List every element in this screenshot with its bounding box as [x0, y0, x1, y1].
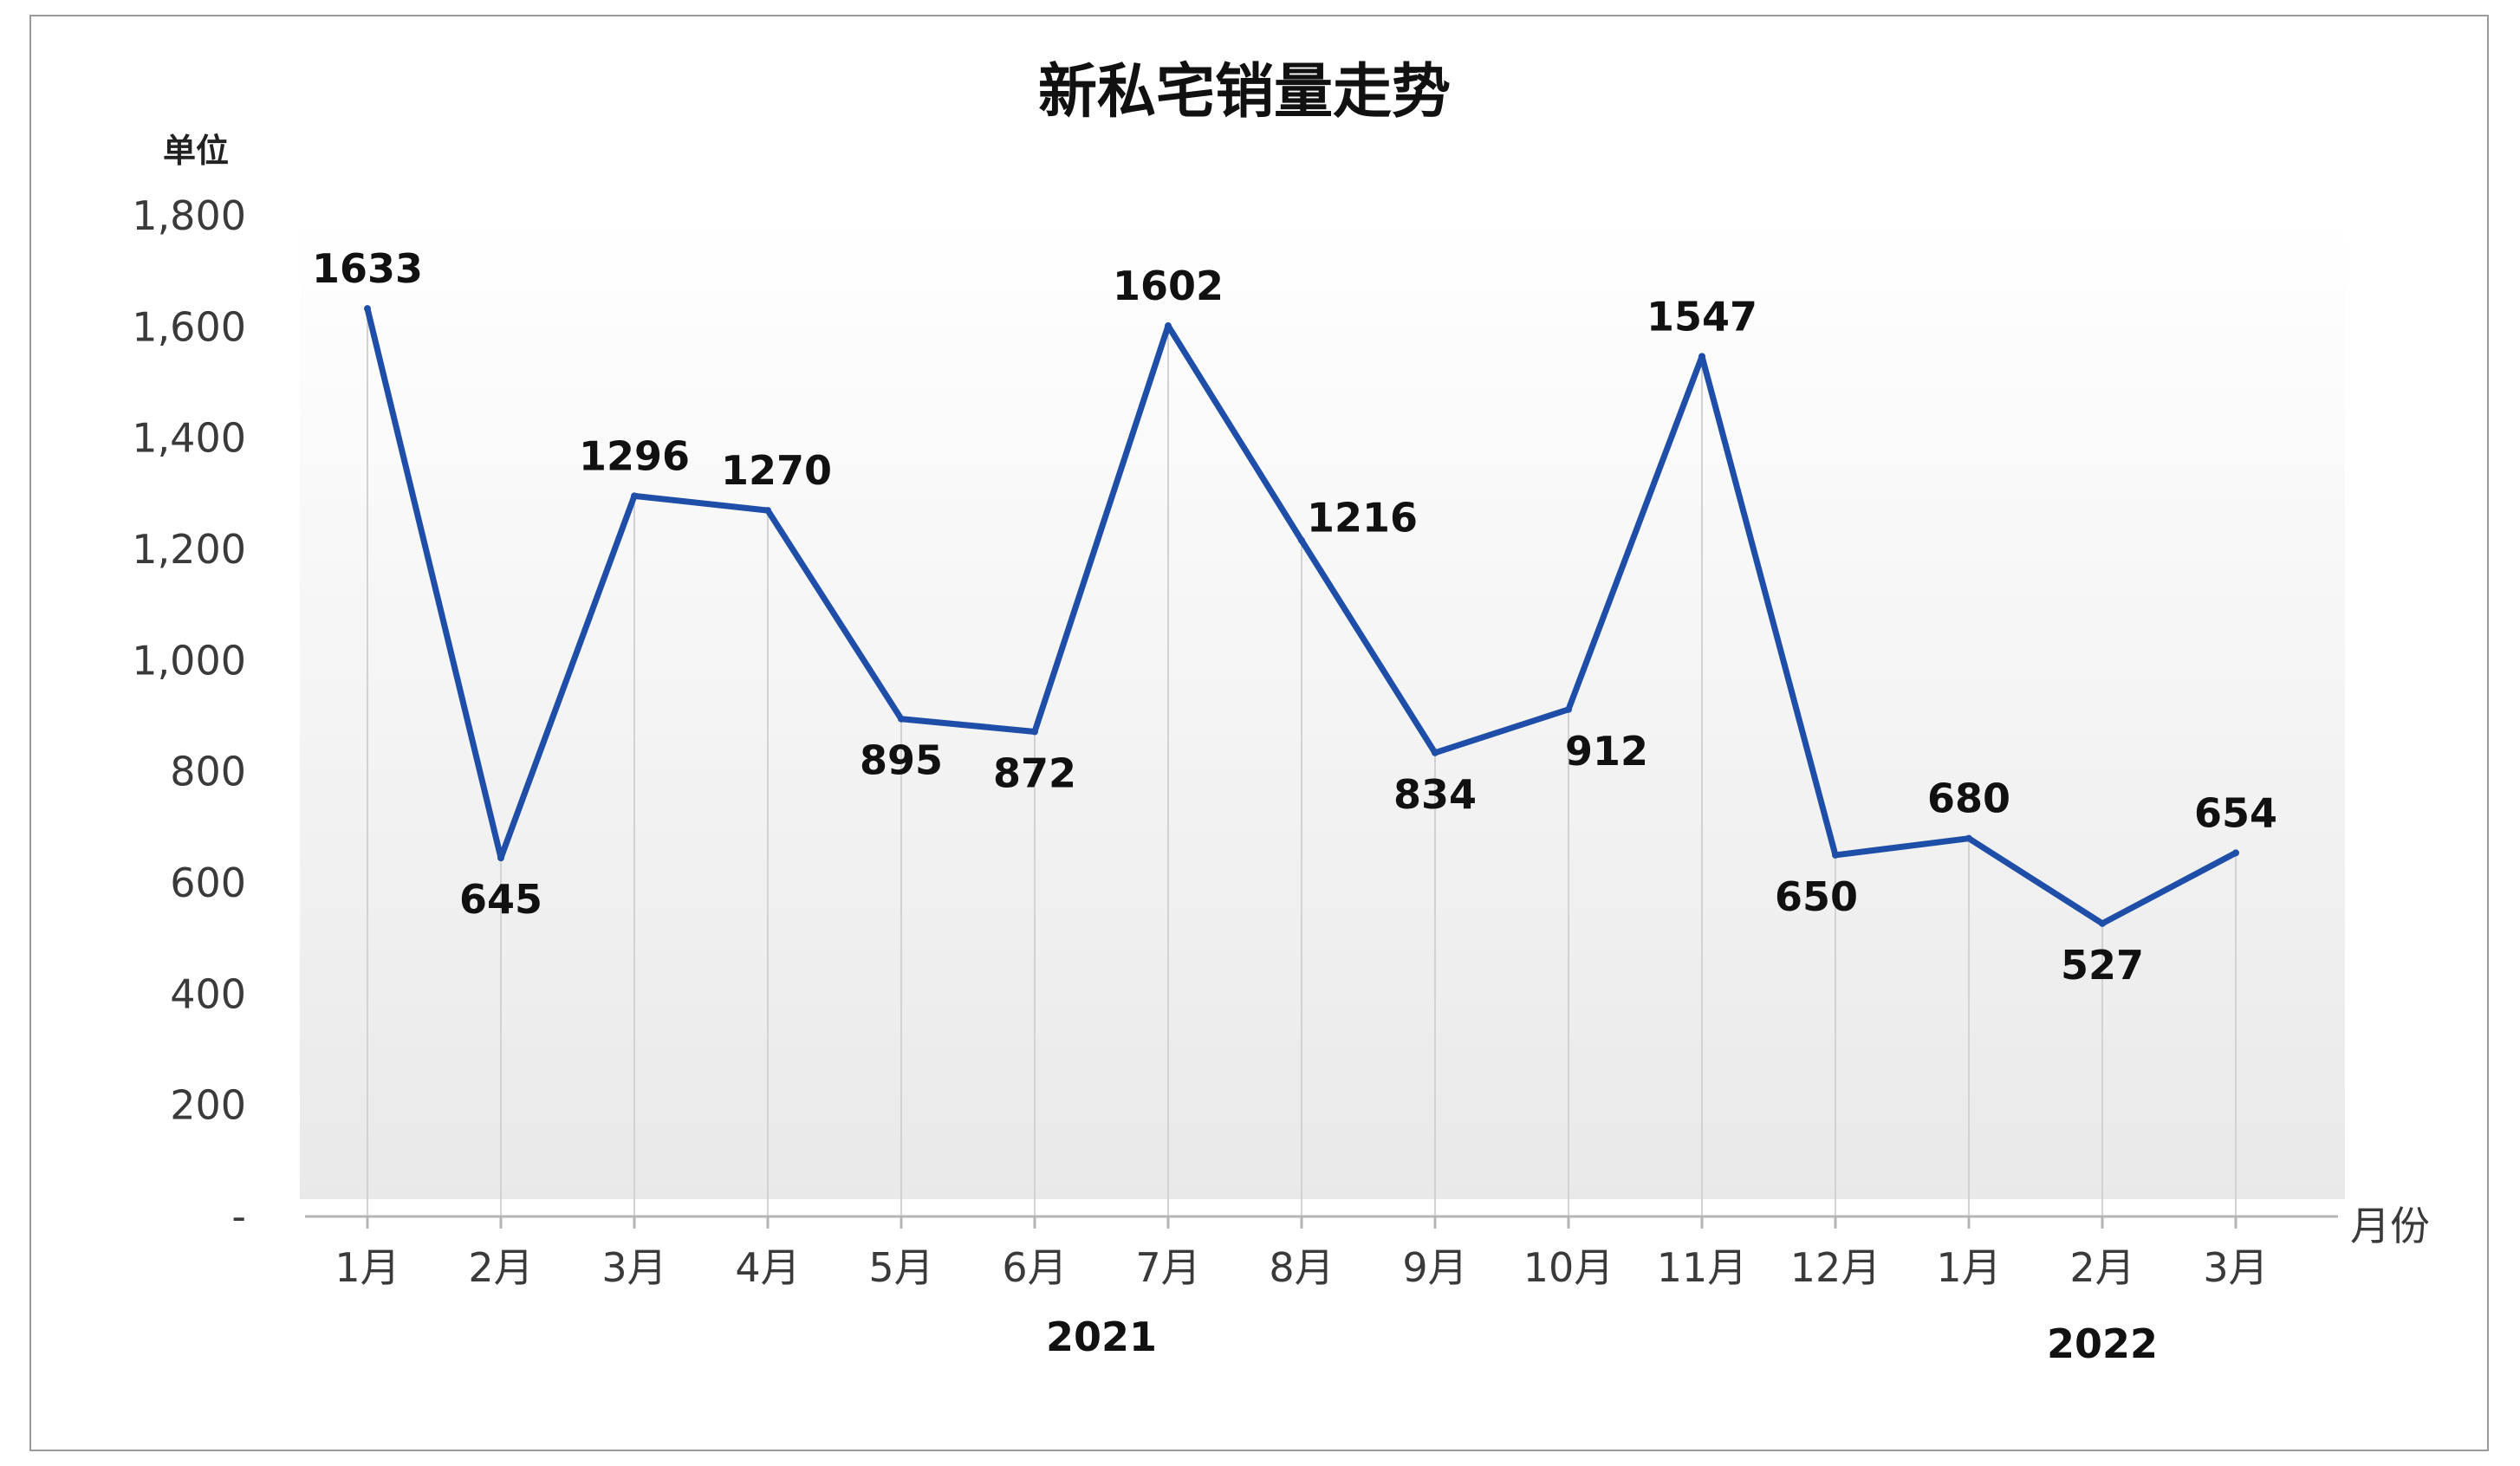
data-point — [2099, 919, 2106, 927]
data-point — [1165, 322, 1172, 330]
x-tick-label: 2月 — [2069, 1244, 2134, 1291]
plot-area-background — [300, 216, 2345, 1199]
y-tick-label: 1,000 — [132, 637, 246, 684]
data-point — [1698, 353, 1705, 360]
x-tick-label: 1月 — [1936, 1244, 2001, 1291]
x-tick-label: 5月 — [868, 1244, 933, 1291]
data-point — [1432, 749, 1439, 756]
data-label: 527 — [2061, 942, 2144, 989]
y-tick-label: 800 — [170, 749, 246, 795]
data-label: 1270 — [721, 447, 832, 494]
data-point — [764, 507, 771, 515]
x-tick-label: 3月 — [601, 1244, 666, 1291]
data-point — [1031, 728, 1038, 736]
y-tick-label: 600 — [170, 859, 246, 906]
x-tick-label: 7月 — [1135, 1244, 1200, 1291]
x-tick-label: 11月 — [1657, 1244, 1748, 1291]
data-label: 1633 — [312, 245, 423, 292]
data-point — [1565, 705, 1572, 713]
data-label: 895 — [860, 737, 943, 784]
x-tick-label: 10月 — [1523, 1244, 1614, 1291]
x-tick-label: 12月 — [1790, 1244, 1881, 1291]
data-label: 872 — [993, 749, 1076, 796]
y-tick-label: 1,600 — [132, 303, 246, 350]
y-tick-label: - — [231, 1193, 246, 1240]
x-tick-label: 2月 — [468, 1244, 533, 1291]
data-label: 650 — [1775, 873, 1858, 920]
x-tick-label: 6月 — [1002, 1244, 1067, 1291]
data-label: 654 — [2194, 789, 2277, 836]
data-point — [631, 492, 638, 500]
data-label: 645 — [459, 876, 542, 923]
data-point — [364, 305, 371, 313]
y-tick-label: 200 — [170, 1082, 246, 1129]
y-tick-label: 1,400 — [132, 415, 246, 462]
year-group-label: 2022 — [2047, 1320, 2158, 1367]
data-label: 1216 — [1307, 495, 1418, 542]
line-chart: 新私宅销量走势 单位 - 200 400 600 800 1,000 1,200 1,400 1… — [132, 58, 2430, 1367]
data-label: 834 — [1393, 771, 1477, 818]
data-label: 1296 — [579, 432, 690, 479]
x-axis-label: 月份 — [2350, 1203, 2430, 1249]
chart-title: 新私宅销量走势 — [1038, 58, 1451, 126]
x-tick-label: 3月 — [2203, 1244, 2268, 1291]
y-tick-label: 1,800 — [132, 192, 246, 239]
year-group-label: 2021 — [1046, 1314, 1157, 1360]
chart-frame: 新私宅销量走势 单位 - 200 400 600 800 1,000 1,200 1,400 1… — [29, 15, 2489, 1451]
data-point — [1965, 834, 1972, 842]
x-tick-label: 9月 — [1402, 1244, 1467, 1291]
data-label: 912 — [1565, 728, 1648, 775]
data-point — [2232, 849, 2239, 857]
y-axis-unit-label: 单位 — [163, 132, 229, 170]
data-point — [497, 854, 504, 862]
data-label: 680 — [1927, 775, 2010, 822]
data-point — [898, 715, 905, 723]
y-tick-label: 400 — [170, 970, 246, 1017]
data-point — [1298, 536, 1305, 544]
data-label: 1547 — [1646, 293, 1757, 340]
y-tick-label: 1,200 — [132, 526, 246, 573]
x-tick-label: 4月 — [735, 1244, 800, 1291]
x-tick-label: 1月 — [334, 1244, 399, 1291]
data-point — [1832, 851, 1839, 859]
data-label: 1602 — [1113, 263, 1224, 309]
x-tick-label: 8月 — [1269, 1244, 1334, 1291]
